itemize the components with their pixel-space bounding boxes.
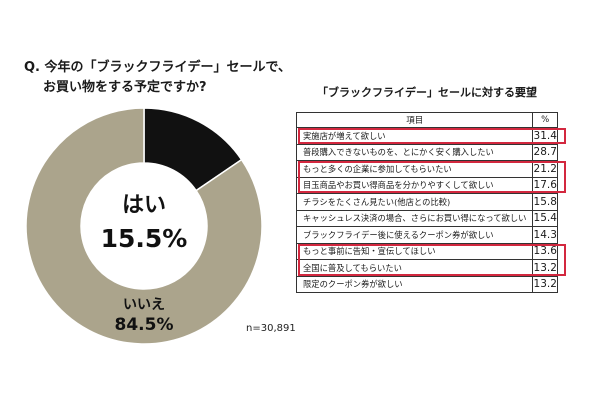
donut-label-no: いいえ [123, 297, 165, 313]
table-row: キャッシュレス決済の場合、さらにお買い得になって欲しい 15.4 [295, 209, 558, 227]
row-label: 限定のクーポン券が欲しい [295, 275, 534, 293]
row-value: 15.4 [532, 209, 558, 227]
header-percent: % [532, 112, 558, 128]
row-value: 28.7 [532, 143, 558, 161]
row-label: もっと事前に告知・宣伝してほしい [295, 242, 534, 260]
row-label: ブラックフライデー後に使えるクーポン券が欲しい [295, 226, 534, 244]
table-body: 実施店が増えて欲しい 31.4 普段購入できないものを、とにかく安く購入したい 28.… [295, 127, 558, 293]
donut-value-no: 84.5% [115, 315, 174, 335]
table-row: もっと多くの企業に参加してもらいたい 21.2 [295, 160, 558, 178]
row-value: 21.2 [532, 160, 558, 178]
row-value: 17.6 [532, 176, 558, 194]
donut-chart: はい 15.5% いいえ 84.5% [25, 107, 263, 345]
row-label: 全国に普及してもらいたい [295, 259, 534, 277]
table-title: 「ブラックフライデー」セールに対する要望 [317, 86, 537, 99]
table-row: ブラックフライデー後に使えるクーポン券が欲しい 14.3 [295, 226, 558, 244]
row-value: 31.4 [532, 127, 558, 145]
row-label: チラシをたくさん見たい(他店との比較) [295, 193, 534, 211]
donut-label-yes: はい [122, 193, 166, 218]
table-row: 普段購入できないものを、とにかく安く購入したい 28.7 [295, 143, 558, 161]
row-label: キャッシュレス決済の場合、さらにお買い得になって欲しい [295, 209, 534, 227]
row-label: 目玉商品やお買い得商品を分かりやすくして欲しい [295, 176, 534, 194]
row-value: 13.6 [532, 242, 558, 260]
question-line-2: お買い物をする予定ですか? [43, 80, 207, 96]
table-row: もっと事前に告知・宣伝してほしい 13.6 [295, 242, 558, 260]
question-line-1: Q. 今年の「ブラックフライデー」セールで、 [24, 60, 291, 75]
donut-slice-no [25, 107, 263, 345]
header-item: 項目 [295, 112, 534, 128]
donut-value-yes: 15.5% [101, 224, 188, 253]
row-value: 13.2 [532, 259, 558, 277]
sample-size-label: n=30,891 [246, 323, 296, 334]
table-row: 実施店が増えて欲しい 31.4 [295, 127, 558, 145]
row-value: 13.2 [532, 275, 558, 293]
table-row: 目玉商品やお買い得商品を分かりやすくして欲しい 17.6 [295, 176, 558, 194]
table-row: 全国に普及してもらいたい 13.2 [295, 259, 558, 277]
table-row: 限定のクーポン券が欲しい 13.2 [295, 275, 558, 293]
question-title: Q. 今年の「ブラックフライデー」セールで、 お買い物をする予定ですか? [24, 58, 314, 98]
requests-table: 項目 % 実施店が増えて欲しい 31.4 普段購入できないものを、とにかく安く購入し… [295, 112, 558, 293]
row-value: 15.8 [532, 193, 558, 211]
row-label: 実施店が増えて欲しい [295, 127, 534, 145]
row-label: もっと多くの企業に参加してもらいたい [295, 160, 534, 178]
row-value: 14.3 [532, 226, 558, 244]
row-label: 普段購入できないものを、とにかく安く購入したい [295, 143, 534, 161]
table-header-row: 項目 % [295, 112, 558, 128]
table-row: チラシをたくさん見たい(他店との比較) 15.8 [295, 193, 558, 211]
